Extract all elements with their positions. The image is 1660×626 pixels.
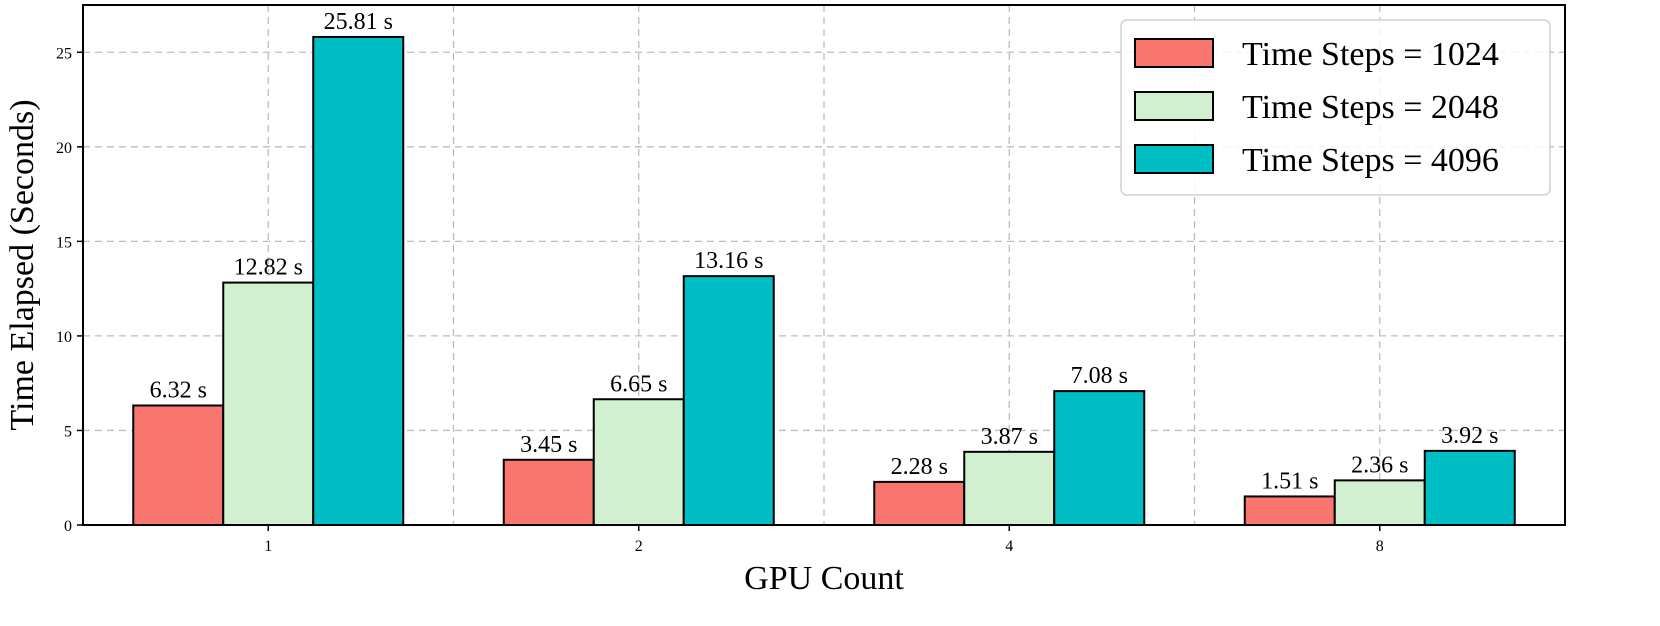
data-labels-layer: 6.32 s 3.45 s 2.28 s 1.51 s 12.82 s 6.65 s 3.8… [150,9,1499,494]
bar [1423,449,1516,527]
bar-value-label: 6.65 s [610,371,667,397]
bar-value-label: 3.45 s [520,432,577,458]
bar [873,480,966,526]
x-tick-label: 8 [1376,538,1384,555]
legend-label: Time Steps = 1024 [1242,36,1499,73]
legend: Time Steps = 1024 Time Steps = 2048 Time S… [1120,19,1551,196]
bar [1333,479,1426,526]
bar-value-label: 2.36 s [1351,452,1408,478]
bar-value-label: 25.81 s [324,9,393,35]
legend-box [1120,19,1551,196]
bar-value-label: 12.82 s [234,255,303,281]
legend-swatch [1134,38,1214,68]
bar-value-label: 7.08 s [1071,363,1128,389]
legend-label: Time Steps = 4096 [1242,142,1499,179]
plot-frame [82,4,1566,526]
bar-value-label: 3.92 s [1441,423,1498,449]
y-tick-label: 0 [64,518,72,535]
bar [222,281,315,526]
bar-value-label: 3.87 s [981,424,1038,450]
y-tick-label: 15 [56,234,72,251]
bar [502,458,595,527]
bar-value-label: 2.28 s [891,454,948,480]
y-tick-label: 25 [56,45,72,62]
bars-layer [132,35,1516,527]
legend-swatch [1134,91,1214,121]
y-tick-label: 20 [56,140,72,157]
bar-value-label: 13.16 s [694,248,763,274]
bar [312,35,405,527]
bar [132,404,225,526]
bar-value-label: 6.32 s [150,377,207,403]
bar [1053,390,1146,526]
y-tick-label: 10 [56,329,72,346]
y-tick-label: 5 [64,423,72,440]
y-axis-title: Time Elapsed (Seconds) [4,99,41,430]
legend-swatch [1134,144,1214,174]
x-tick-label: 1 [264,538,272,555]
bar [592,398,685,526]
bar-value-label: 1.51 s [1261,468,1318,494]
ticks-layer: 0 5 10 15 20 25 1 2 4 8 [56,45,1384,555]
bar [1243,495,1336,526]
bar [963,450,1056,526]
x-tick-label: 4 [1005,538,1013,555]
x-tick-label: 2 [635,538,643,555]
x-axis-title: GPU Count [744,560,904,597]
legend-label: Time Steps = 2048 [1242,89,1499,126]
bar [682,275,775,527]
